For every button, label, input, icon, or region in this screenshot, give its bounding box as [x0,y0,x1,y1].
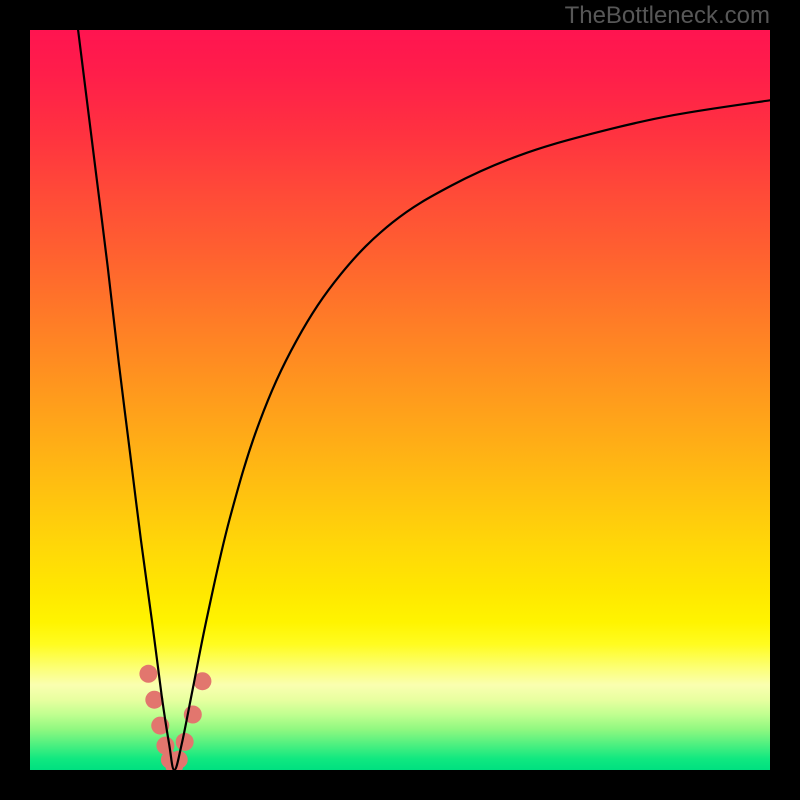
trough-marker [139,665,157,683]
trough-marker [176,733,194,751]
plot-area [30,30,770,770]
chart-frame: TheBottleneck.com [0,0,800,800]
watermark-text: TheBottleneck.com [565,2,770,30]
bottleneck-curve [78,30,770,770]
curve-layer [30,30,770,770]
trough-marker-group [139,665,211,770]
